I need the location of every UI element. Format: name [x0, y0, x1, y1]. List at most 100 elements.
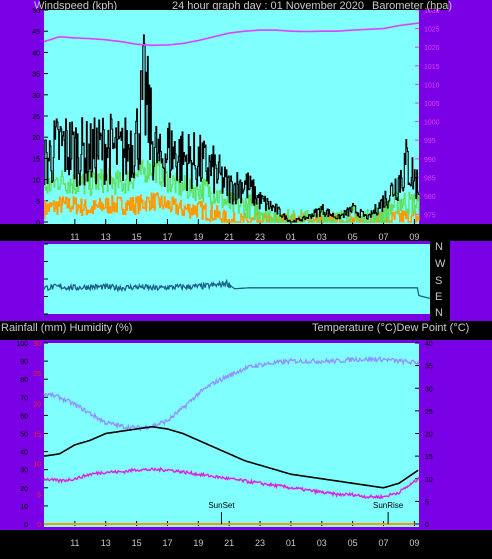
- x-tick-label-top: 13: [101, 232, 111, 242]
- wind-tick-label: 30: [32, 93, 40, 100]
- x-tick-label-top: 23: [255, 232, 265, 242]
- humidity-tick-label: 100: [16, 341, 28, 348]
- pressure-tick-label: 1000: [424, 120, 440, 127]
- x-tick-label-top: 01: [286, 232, 296, 242]
- wind-tick-label: 45: [32, 29, 40, 36]
- pressure-tick-label: 995: [424, 138, 436, 145]
- temperature-tick-label: 30: [425, 386, 433, 393]
- sunset-label: SunSet: [208, 501, 235, 510]
- compass-n-top: N: [435, 241, 443, 253]
- compass-band: [430, 239, 450, 321]
- humidity-tick-label: 40: [20, 450, 28, 457]
- rainfall-tick-label: 10: [33, 462, 41, 469]
- dew-point-series: [43, 466, 420, 500]
- humidity-tick-label: 30: [20, 468, 28, 475]
- wind-pressure-plot-area: [44, 10, 419, 224]
- x-tick-label-bottom: 01: [286, 538, 296, 548]
- x-tick-label-top: 21: [224, 232, 234, 242]
- pressure-tick-label: 990: [424, 157, 436, 164]
- x-tick-label-top: 03: [317, 232, 327, 242]
- humidity-tick-label: 50: [20, 432, 28, 439]
- humidity-series: [43, 355, 420, 432]
- pressure-series: [43, 22, 420, 47]
- temperature-tick-label: 35: [425, 364, 433, 371]
- x-tick-label-top: 11: [70, 232, 79, 242]
- humidity-tick-label: 90: [20, 359, 28, 366]
- rainfall-tick-label: 15: [33, 432, 41, 439]
- compass-n-bottom: N: [435, 307, 443, 319]
- compass-s: S: [435, 275, 442, 287]
- rainfall-tick-label: 5: [37, 492, 41, 499]
- temperature-tick-label: 5: [425, 499, 429, 506]
- pressure-tick-label: 980: [424, 194, 436, 201]
- x-tick-label-bottom: 03: [317, 538, 327, 548]
- rainfall-tick-label: 30: [33, 341, 41, 348]
- x-tick-label-top: 17: [162, 232, 172, 242]
- humidity-tick-label: 10: [20, 504, 28, 511]
- wind-tick-label: 20: [32, 135, 40, 142]
- pressure-tick-label: 985: [424, 175, 436, 182]
- x-axis-band-top: [0, 224, 492, 241]
- temperature-tick-label: 10: [425, 477, 433, 484]
- rainfall-tick-label: 20: [33, 401, 41, 408]
- x-tick-label-top: 15: [132, 232, 142, 242]
- pressure-tick-label: 1015: [424, 64, 440, 71]
- temperature-tick-label: 20: [425, 432, 433, 439]
- x-tick-label-top: 07: [378, 232, 388, 242]
- axis-ticks: 0510152025303540455097598098599099510001…: [16, 8, 439, 548]
- rainfall-tick-label: 25: [33, 371, 41, 378]
- wind-tick-label: 15: [32, 156, 40, 163]
- temperature-tick-label: 40: [425, 341, 433, 348]
- x-tick-label-bottom: 07: [378, 538, 388, 548]
- pressure-tick-label: 1010: [424, 82, 440, 89]
- pressure-tick-label: 1005: [424, 101, 440, 108]
- wind-min-series: [44, 192, 420, 223]
- header-bar: [40, 0, 448, 10]
- pressure-tick-label: 1020: [424, 45, 440, 52]
- x-tick-label-bottom: 21: [224, 538, 234, 548]
- wind-tick-label: 25: [32, 114, 40, 121]
- pressure-tick-label: 1025: [424, 27, 440, 34]
- x-tick-label-bottom: 17: [162, 538, 172, 548]
- wind-direction-series: [43, 278, 431, 300]
- wind-tick-label: 40: [32, 50, 40, 57]
- temperature-tick-label: 0: [425, 522, 429, 529]
- barometer-axis-title: Barometer (hpa): [372, 0, 452, 12]
- wind-direction-plot-area: [44, 244, 430, 314]
- pressure-tick-label: 975: [424, 213, 436, 220]
- wind-tick-label: 50: [32, 8, 40, 15]
- compass-w: W: [435, 258, 446, 270]
- x-tick-label-bottom: 19: [193, 538, 203, 548]
- wind-tick-label: 0: [36, 220, 40, 227]
- temp-humidity-plot-area: [44, 343, 419, 527]
- wind-tick-label: 10: [32, 178, 40, 185]
- temperature-tick-label: 15: [425, 454, 433, 461]
- temperature-series: [43, 426, 419, 489]
- windspeed-axis-title: Windspeed (kph): [34, 0, 117, 12]
- data-series: [43, 22, 431, 525]
- wind-tick-label: 35: [32, 72, 40, 79]
- compass-e: E: [435, 291, 442, 303]
- humidity-tick-label: 20: [20, 486, 28, 493]
- humidity-tick-label: 80: [20, 377, 28, 384]
- separator-bar: [0, 321, 492, 340]
- x-tick-label-top: 09: [409, 232, 419, 242]
- x-tick-label-bottom: 23: [255, 538, 265, 548]
- graph-title: 24 hour graph day : 01 November 2020: [172, 0, 364, 12]
- wind-max-series: [44, 34, 420, 223]
- x-tick-label-bottom: 05: [348, 538, 358, 548]
- x-tick-label-top: 05: [348, 232, 358, 242]
- x-axis-band-bottom: [0, 530, 492, 554]
- sun-events: SunSet SunRise: [208, 501, 404, 524]
- rain-humidity-axis-title: Rainfall (mm) Humidity (%): [1, 322, 132, 334]
- x-tick-label-bottom: 11: [70, 538, 79, 548]
- temp-dewpoint-axis-title: Temperature (°C)Dew Point (°C): [312, 322, 469, 334]
- humidity-tick-label: 0: [24, 522, 28, 529]
- wind-tick-label: 5: [36, 199, 40, 206]
- rainfall-tick-label: 0: [37, 522, 41, 529]
- pressure-tick-label: 1030: [424, 8, 440, 15]
- humidity-tick-label: 70: [20, 395, 28, 402]
- x-tick-label-bottom: 15: [132, 538, 142, 548]
